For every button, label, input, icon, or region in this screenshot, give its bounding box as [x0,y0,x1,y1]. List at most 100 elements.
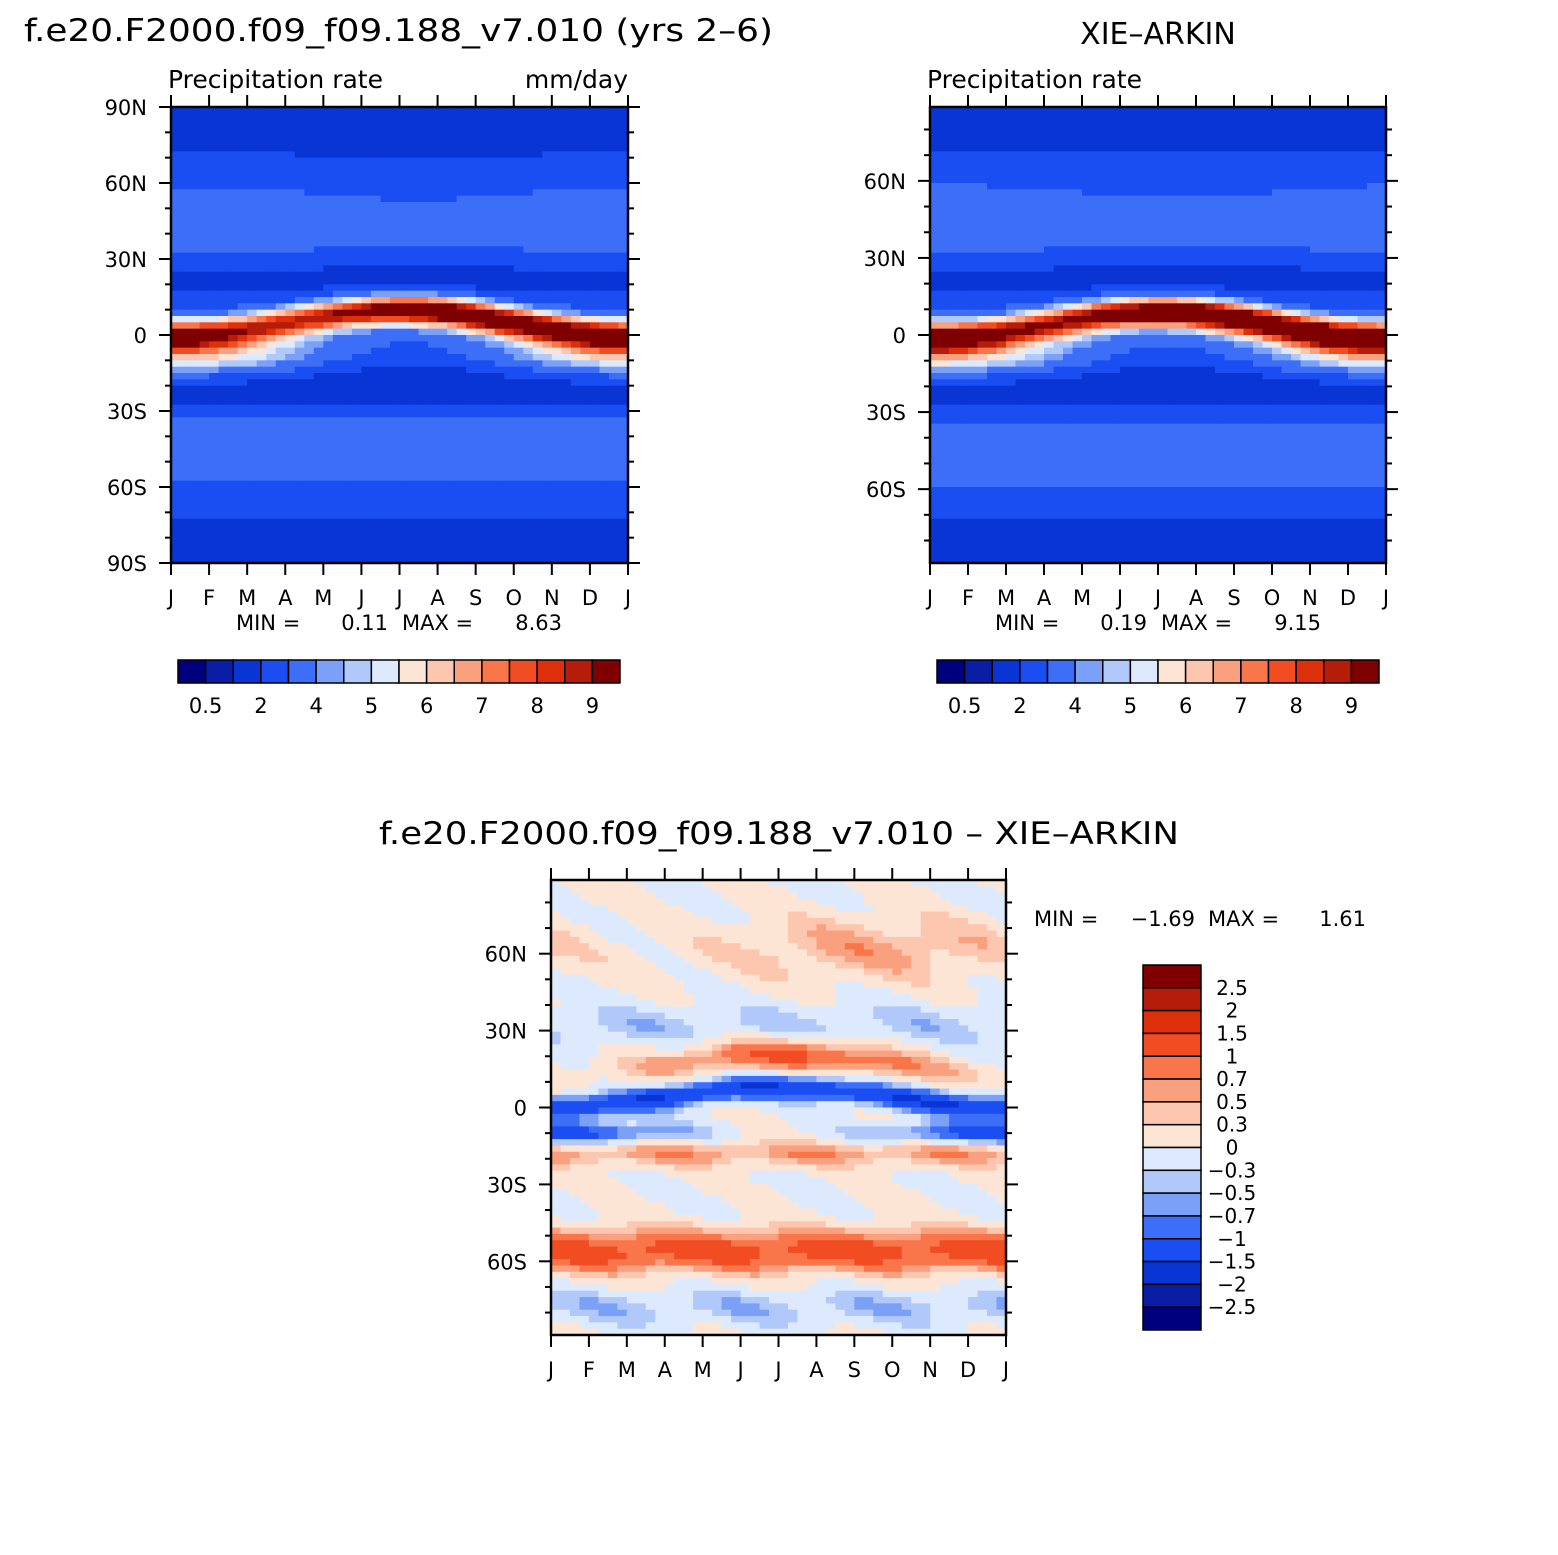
obs-cell [1234,164,1245,171]
obs-cell [1034,240,1045,247]
obs-cell [1367,113,1378,121]
model-cell [532,360,543,368]
obs-cell [1186,107,1197,114]
model-cell [589,227,601,235]
model-cell [256,366,267,374]
obs-cell [1310,208,1321,216]
model-cell [561,265,572,273]
model-cell [180,449,191,456]
model-cell [323,138,334,146]
model-cell [247,461,258,469]
model-cell [399,366,410,374]
obs-cell [1148,113,1159,121]
model-cell [504,360,515,368]
model-cell [199,145,210,152]
model-cell [351,107,363,114]
model-cell [485,259,496,266]
obs-cell [987,233,998,241]
obs-cell [1281,195,1292,203]
model-cell [485,506,496,513]
model-cell [323,404,334,412]
model-cell [523,493,534,501]
model-cell [361,284,372,292]
model-cell [380,322,391,330]
model-cell [199,525,210,532]
obs-cell [1158,202,1169,209]
obs-cell [1139,183,1150,190]
model-cell [485,525,496,532]
model-cell [256,436,267,444]
obs-cell [1044,189,1055,197]
model-cell [608,506,620,513]
model-cell [456,170,467,178]
obs-cell [1196,183,1207,190]
model-cell [313,284,324,292]
model-cell [456,246,467,254]
model-cell [342,442,353,450]
obs-cell [1025,233,1036,241]
model-cell [561,506,572,513]
model-cell [209,284,220,292]
model-cell [466,436,477,444]
model-cell [608,354,620,361]
model-cell [285,322,296,330]
model-cell [370,309,382,317]
model-cell [389,544,401,551]
obs-cell [1139,284,1150,292]
model-cell [599,138,610,146]
model-cell [551,227,562,235]
model-cell [361,316,372,323]
model-cell [504,138,515,146]
model-cell [389,138,401,146]
model-cell [266,221,277,228]
model-cell [618,480,629,488]
model-cell [551,487,562,494]
model-cell [523,556,534,564]
model-cell [209,221,220,228]
obs-cell [1091,271,1102,279]
model-cell [618,392,629,399]
model-cell [399,411,410,418]
model-cell [542,252,553,260]
model-cell [294,373,305,380]
obs-cell [1262,271,1273,279]
obs-cell [968,259,979,266]
model-cell [399,138,410,146]
model-cell [370,436,382,444]
model-cell [532,214,543,222]
model-cell [361,309,372,317]
model-cell [551,164,562,171]
model-colorbar-label: 8 [530,694,543,718]
model-cell [247,290,258,298]
model-cell [437,113,448,121]
model-cell [494,195,505,203]
model-cell [342,487,353,494]
model-cell [285,404,296,412]
model-cell [418,157,429,165]
model-cell [351,531,363,539]
model-cell [589,411,601,418]
obs-cell [1025,195,1036,203]
model-cell [513,436,524,444]
model-cell [275,259,286,266]
model-cell [237,278,248,285]
model-cell [332,398,343,406]
model-cell [485,430,496,437]
obs-cell [1129,240,1140,247]
obs-cell [1234,246,1245,254]
model-cell [199,290,210,298]
obs-cell [1272,195,1283,203]
model-cell [294,499,305,507]
obs-cell [1072,221,1083,228]
obs-cell [1139,138,1150,146]
model-cell [456,309,467,317]
model-cell [551,252,562,260]
model-cell [266,240,277,247]
model-cell [389,506,401,513]
model-cell [190,183,201,190]
model-cell [285,170,296,178]
model-cell [608,271,620,279]
model-cell [608,556,620,564]
obs-cell [1243,189,1254,197]
model-cell [370,379,382,387]
